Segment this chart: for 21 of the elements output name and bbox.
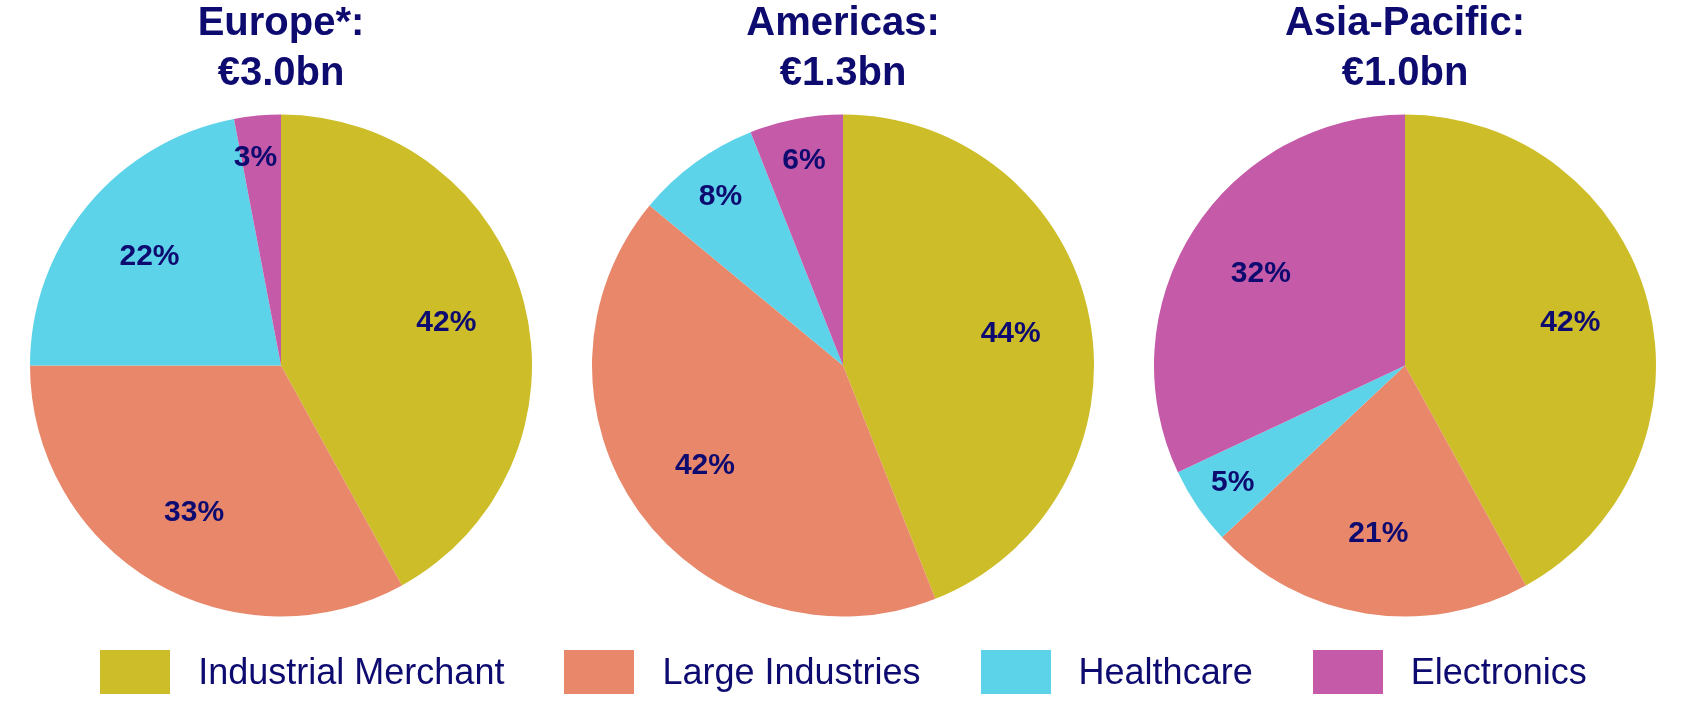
chart-title: Americas: <box>746 0 940 44</box>
data-label: 32% <box>1230 255 1291 289</box>
chart-subtitle: €1.3bn <box>779 49 907 94</box>
data-label: 44% <box>980 314 1041 348</box>
legend-label: Electronics <box>1410 651 1587 693</box>
data-label: 42% <box>1540 304 1601 338</box>
chart-title: Europe*: <box>197 0 365 44</box>
data-label: 33% <box>164 493 225 527</box>
chart-subtitle: €3.0bn <box>217 49 345 94</box>
data-label: 5% <box>1211 463 1255 497</box>
data-label: 21% <box>1348 515 1409 549</box>
chart-title: Asia-Pacific: <box>1284 0 1526 44</box>
legend-label: Large Industries <box>662 651 921 693</box>
data-label: 6% <box>782 142 826 176</box>
chart-subtitle: €1.0bn <box>1341 49 1469 94</box>
data-label: 22% <box>119 237 180 271</box>
data-label: 42% <box>674 447 735 481</box>
data-label: 42% <box>416 304 477 338</box>
legend-label: Healthcare <box>1078 651 1253 693</box>
legend-label: Industrial Merchant <box>198 651 505 693</box>
data-label: 8% <box>698 178 743 212</box>
